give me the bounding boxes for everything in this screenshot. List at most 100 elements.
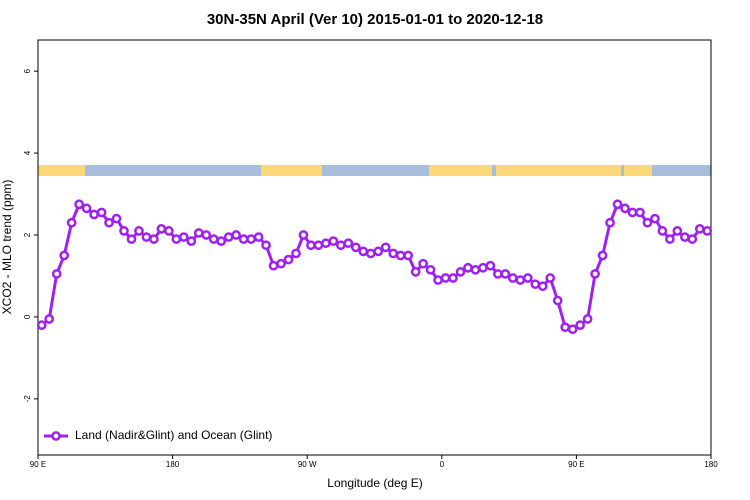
point xyxy=(74,199,84,210)
point xyxy=(104,217,114,228)
ocean-band xyxy=(38,165,711,176)
point xyxy=(657,226,668,236)
point xyxy=(515,275,526,285)
point xyxy=(193,228,204,238)
point xyxy=(590,269,600,279)
plot-frame xyxy=(37,39,712,456)
x-tick-label: 90 E xyxy=(568,460,584,469)
point xyxy=(358,246,369,257)
point xyxy=(373,246,384,257)
point xyxy=(478,262,488,273)
legend-label: Land (Nadir&Glint) and Ocean (Glint) xyxy=(75,428,272,442)
point xyxy=(493,269,503,279)
legend-marker xyxy=(51,431,61,441)
point xyxy=(388,248,399,259)
point xyxy=(507,273,518,283)
point xyxy=(216,236,227,247)
point xyxy=(702,226,713,236)
point xyxy=(485,260,496,271)
chart-title: 30N-35N April (Ver 10) 2015-01-01 to 202… xyxy=(207,11,543,28)
x-tick-label: 180 xyxy=(704,460,718,469)
point xyxy=(679,232,690,242)
point xyxy=(313,240,324,251)
y-tick-label: 4 xyxy=(23,150,32,155)
point xyxy=(537,281,548,292)
point xyxy=(246,234,256,244)
land-band xyxy=(429,165,492,176)
x-tick-label: 90 W xyxy=(298,460,317,469)
point xyxy=(545,273,556,283)
point xyxy=(567,324,578,335)
point xyxy=(186,236,197,247)
y-tick-label: 6 xyxy=(23,68,32,73)
point xyxy=(418,258,428,269)
point xyxy=(134,226,144,236)
point xyxy=(208,234,219,244)
point xyxy=(336,240,346,251)
land-band xyxy=(624,165,652,176)
point xyxy=(149,234,159,244)
point xyxy=(343,238,354,249)
point xyxy=(66,217,77,228)
x-tick-label: 0 xyxy=(440,460,445,469)
point xyxy=(365,248,376,259)
point xyxy=(433,275,443,285)
point xyxy=(171,234,182,244)
point xyxy=(672,226,683,236)
point xyxy=(635,207,645,218)
point xyxy=(448,273,458,283)
point xyxy=(687,234,698,244)
point xyxy=(665,234,675,244)
point xyxy=(463,262,473,273)
land-ocean-band xyxy=(38,165,711,176)
point xyxy=(530,279,541,290)
point xyxy=(620,203,630,214)
point xyxy=(597,250,608,261)
point xyxy=(395,250,406,261)
point xyxy=(440,273,451,283)
point xyxy=(298,230,309,240)
point xyxy=(410,267,421,277)
point xyxy=(283,254,294,265)
point xyxy=(612,199,623,210)
point xyxy=(328,236,339,247)
point xyxy=(119,226,129,236)
point xyxy=(500,269,511,279)
point xyxy=(156,224,167,234)
land-band xyxy=(496,165,621,176)
point xyxy=(605,217,615,228)
point xyxy=(321,238,331,249)
point xyxy=(261,240,271,251)
point xyxy=(403,250,413,261)
x-tick-label: 180 xyxy=(166,460,180,469)
point xyxy=(89,209,99,220)
point xyxy=(59,250,70,261)
point xyxy=(575,320,585,330)
point xyxy=(141,232,152,242)
y-tick-label: 0 xyxy=(23,314,32,319)
point xyxy=(164,226,174,236)
x-axis-label: Longitude (deg E) xyxy=(327,476,422,490)
point xyxy=(178,232,189,242)
point xyxy=(111,213,122,224)
point xyxy=(291,248,301,259)
point xyxy=(627,207,638,218)
point xyxy=(650,213,660,224)
point xyxy=(380,242,391,253)
point xyxy=(81,203,92,214)
point xyxy=(36,320,47,330)
point xyxy=(552,295,563,306)
y-tick-label: -2 xyxy=(23,395,32,403)
point xyxy=(350,242,361,253)
point xyxy=(306,240,316,251)
point xyxy=(268,260,279,271)
point xyxy=(253,232,264,242)
point xyxy=(51,269,62,279)
point xyxy=(276,258,286,269)
point xyxy=(126,234,137,244)
x-tick-label: 90 E xyxy=(30,460,46,469)
point xyxy=(238,234,249,244)
point xyxy=(642,217,653,228)
point xyxy=(582,314,593,324)
